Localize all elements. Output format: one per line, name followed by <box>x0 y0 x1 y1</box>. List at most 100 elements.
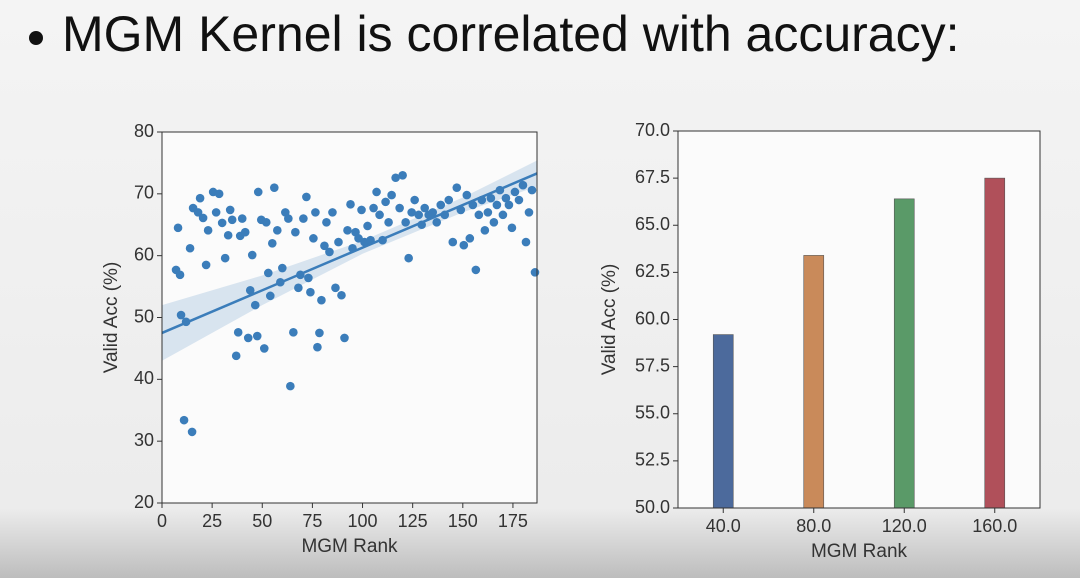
scatter-point <box>217 218 227 228</box>
scatter-point <box>401 217 410 227</box>
scatter-point <box>231 351 241 361</box>
y-tick-label: 80 <box>134 121 154 141</box>
x-tick-label: 50 <box>252 511 272 531</box>
y-axis-label: Valid Acc (%) <box>599 264 620 376</box>
scatter-point <box>436 200 446 210</box>
scatter-point <box>501 193 511 203</box>
scatter-point <box>465 234 475 243</box>
scatter-point <box>267 239 277 248</box>
x-tick-label: 75 <box>302 511 322 531</box>
scatter-point <box>227 215 237 225</box>
scatter-point <box>325 247 334 257</box>
x-tick-label: 100 <box>348 511 378 531</box>
scatter-point <box>278 263 287 273</box>
scatter-point <box>391 173 400 183</box>
scatter-point <box>514 195 524 205</box>
scatter-point <box>334 237 343 247</box>
scatter-point <box>176 310 186 320</box>
scatter-point <box>187 427 197 437</box>
scatter-point <box>311 208 320 217</box>
y-tick-label: 50 <box>134 306 154 326</box>
scatter-point <box>489 217 499 227</box>
scatter-point <box>420 203 430 213</box>
scatter-point <box>245 285 255 295</box>
scatter-point <box>250 300 260 310</box>
y-tick-label: 60.0 <box>635 308 670 328</box>
scatter-point <box>474 210 484 220</box>
bar <box>984 177 1006 509</box>
scatter-point <box>320 241 329 251</box>
scatter-point <box>527 185 537 195</box>
y-tick-label: 57.5 <box>635 355 670 375</box>
bar <box>893 198 915 509</box>
y-tick-label: 30 <box>134 430 154 450</box>
scatter-point <box>284 214 293 223</box>
scatter-point <box>530 268 540 277</box>
y-tick-label: 55.0 <box>635 403 670 423</box>
scatter-point <box>375 210 384 220</box>
scatter-point <box>253 187 263 197</box>
confidence-band <box>162 160 537 361</box>
scatter-point <box>263 268 273 278</box>
scatter-point <box>265 291 275 301</box>
y-tick-label: 70 <box>134 183 154 203</box>
y-tick-label: 65.0 <box>635 214 670 234</box>
scatter-point <box>304 273 313 283</box>
y-tick-label: 50.0 <box>635 497 670 517</box>
x-tick-label: 125 <box>398 511 428 531</box>
scatter-point <box>252 331 262 341</box>
scatter-point <box>381 197 390 207</box>
scatter-point <box>173 223 183 233</box>
x-axis-label: MGM Rank <box>811 541 908 562</box>
y-tick-label: 62.5 <box>635 261 670 281</box>
scatter-point <box>387 190 396 200</box>
scatter-point <box>211 208 221 217</box>
scatter-point <box>223 230 233 240</box>
scatter-point <box>395 203 404 213</box>
scatter-point <box>306 287 315 297</box>
x-tick-label: 120.0 <box>882 516 927 536</box>
x-tick-label: 175 <box>498 511 528 531</box>
scatter-point <box>521 237 531 247</box>
scatter-point <box>201 260 211 270</box>
scatter-point <box>384 217 393 227</box>
scatter-point <box>337 290 346 300</box>
scatter-point <box>410 195 419 205</box>
scatter-point <box>480 226 490 235</box>
scatter-point <box>372 187 381 197</box>
scatter-point <box>414 210 423 220</box>
scatter-point <box>259 344 269 353</box>
plot-area <box>678 131 1040 508</box>
scatter-point <box>179 415 189 425</box>
scatter-point <box>462 190 472 200</box>
scatter-point <box>289 328 298 337</box>
scatter-point <box>247 250 257 260</box>
scatter-point <box>313 342 322 352</box>
scatter-point <box>328 208 337 217</box>
scatter-point <box>448 237 458 247</box>
scatter-point <box>507 223 517 233</box>
scatter-point <box>203 226 213 235</box>
scatter-point <box>331 283 340 293</box>
scatter-point <box>444 195 454 205</box>
scatter-point <box>237 214 247 223</box>
scatter-point <box>407 208 416 217</box>
scatter-point <box>346 200 355 209</box>
scatter-point <box>357 205 366 215</box>
scatter-point <box>291 227 300 237</box>
x-tick-label: 25 <box>202 511 222 531</box>
scatter-point <box>273 226 282 235</box>
y-tick-label: 67.5 <box>635 167 670 187</box>
scatter-point <box>220 253 230 263</box>
scatter-point <box>432 217 442 227</box>
bullet <box>29 31 43 45</box>
scatter-point <box>498 210 508 220</box>
scatter-point <box>198 213 208 223</box>
slide-title: MGM Kernel is correlated with accuracy: <box>62 6 960 62</box>
scatter-point <box>185 243 195 253</box>
scatter-point <box>369 203 378 213</box>
scatter-point <box>269 183 279 192</box>
scatter-point <box>195 193 205 203</box>
